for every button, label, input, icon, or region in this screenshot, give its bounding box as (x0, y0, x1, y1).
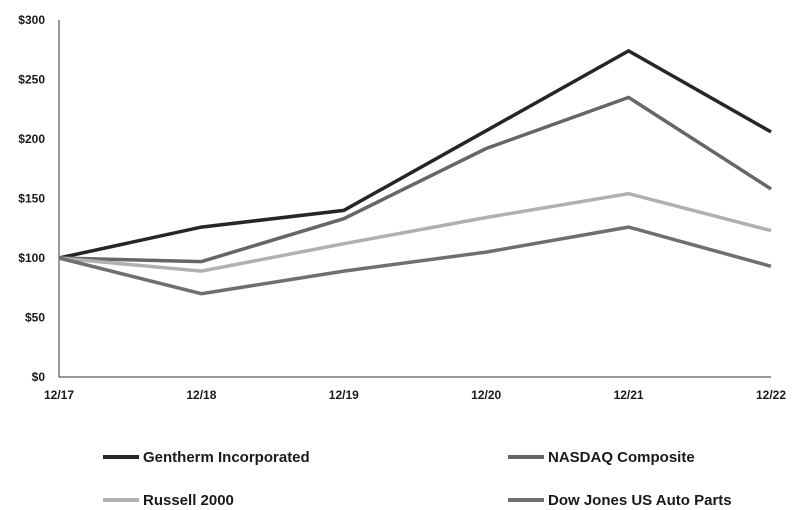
series-line-4 (58, 225, 772, 296)
series-lines (58, 48, 772, 296)
y-tick-label: $250 (18, 73, 45, 87)
x-tick-label: 12/21 (614, 388, 644, 402)
y-tick-label: $300 (18, 13, 45, 27)
legend-label: Russell 2000 (143, 492, 234, 509)
legend-label: Gentherm Incorporated (143, 449, 310, 466)
x-tick-label: 12/20 (471, 388, 501, 402)
y-tick-label: $50 (25, 311, 45, 325)
y-tick-label: $100 (18, 251, 45, 265)
series-line-3 (58, 191, 772, 273)
axes (58, 20, 771, 378)
series-line-1 (58, 48, 772, 260)
x-axis-tick-labels: 12/17 12/18 12/19 12/20 12/21 12/22 (44, 388, 786, 402)
series-line-2 (58, 95, 772, 264)
y-tick-label: $0 (32, 370, 46, 384)
x-tick-label: 12/17 (44, 388, 74, 402)
x-tick-label: 12/18 (186, 388, 216, 402)
legend: Gentherm Incorporated NASDAQ Composite Rus… (103, 449, 732, 509)
y-axis-tick-labels: $0 $50 $100 $150 $200 $250 $300 (18, 13, 45, 384)
x-tick-label: 12/19 (329, 388, 359, 402)
x-tick-label: 12/22 (756, 388, 786, 402)
y-tick-label: $150 (18, 192, 45, 206)
y-tick-label: $200 (18, 132, 45, 146)
legend-label: Dow Jones US Auto Parts (548, 492, 732, 509)
legend-label: NASDAQ Composite (548, 449, 695, 466)
